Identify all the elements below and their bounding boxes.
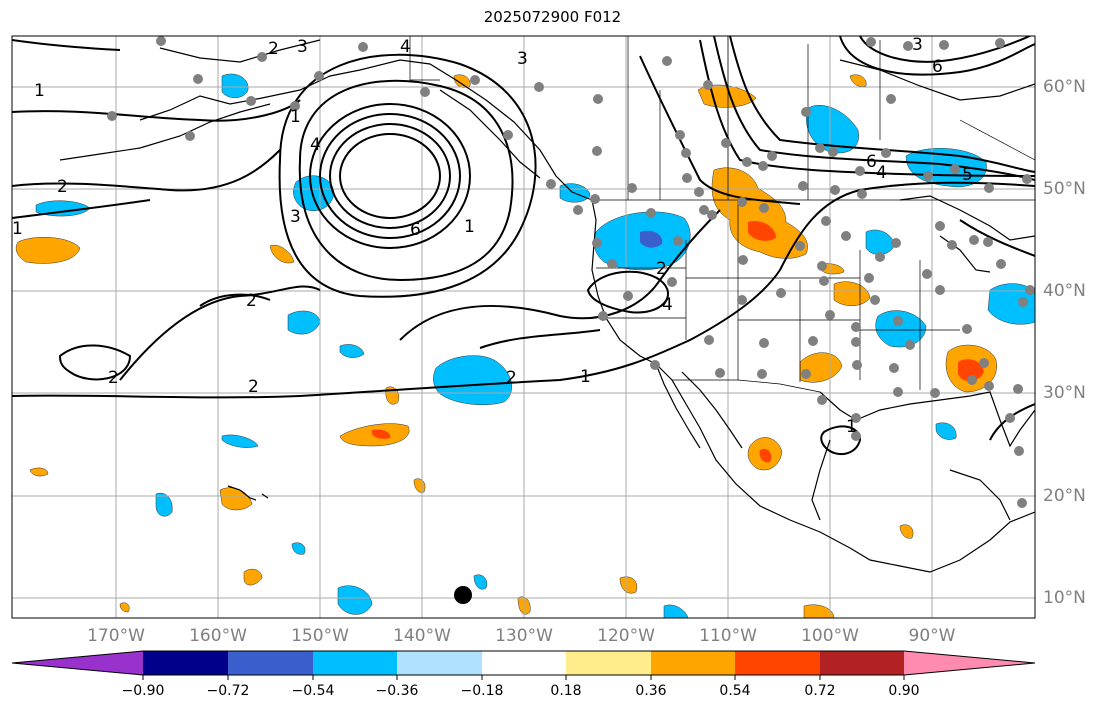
contour-label: 3: [912, 35, 923, 55]
contour-label: 4: [876, 163, 887, 183]
map-frame: [11, 35, 1036, 619]
contour-label: 2: [57, 177, 68, 197]
lat-label: 30°N: [1043, 383, 1086, 403]
contour-label: 5: [962, 165, 973, 185]
lon-label: 110°W: [699, 626, 757, 646]
lon-label: 90°W: [908, 626, 956, 646]
contours: [12, 36, 1035, 456]
contour-label: 4: [310, 135, 321, 155]
contour-label: 1: [12, 219, 23, 239]
contour-label: 3: [290, 207, 301, 227]
contour-label: 4: [400, 37, 411, 57]
contour-label: 4: [662, 295, 673, 315]
lat-label: 20°N: [1043, 486, 1086, 506]
lon-label: 150°W: [291, 626, 349, 646]
lat-label: 10°N: [1043, 588, 1086, 608]
contour-label: 2: [506, 368, 517, 388]
lon-label: 140°W: [393, 626, 451, 646]
contour-label: 1: [34, 81, 45, 101]
contour-label: 6: [410, 220, 421, 240]
lon-label: 170°W: [87, 626, 145, 646]
contour-label: 1: [290, 107, 301, 127]
lon-label: 100°W: [801, 626, 859, 646]
contour-label: 2: [656, 259, 667, 279]
colorbar-tick-label: −0.90: [121, 683, 165, 699]
contour-labels: 1 2 3 4 6 3 2 1 4 6 4 6 5 3 2 1 2 2 2 1 …: [12, 35, 973, 437]
contour-label: 6: [932, 57, 943, 77]
colorbar-tick-label: −0.36: [375, 683, 419, 699]
lat-label: 40°N: [1043, 281, 1086, 301]
lat-label: 50°N: [1043, 179, 1086, 199]
contour-label: 3: [297, 37, 308, 57]
contour-label: 1: [846, 417, 857, 437]
lat-label: 60°N: [1043, 77, 1086, 97]
contour-label: 1: [580, 367, 591, 387]
tropical-marker: [454, 586, 472, 604]
station-markers: [107, 36, 1035, 508]
contour-label: 2: [246, 291, 257, 311]
colorbar-tick-label: 0.54: [719, 683, 751, 699]
contour-label: 2: [108, 368, 119, 388]
contour-label: 1: [464, 217, 475, 237]
colorbar-tick-label: 0.72: [804, 683, 836, 699]
contour-label: 2: [248, 377, 259, 397]
political-borders: [409, 36, 1035, 393]
lon-label: 130°W: [495, 626, 553, 646]
contour-label: 3: [517, 49, 528, 69]
contour-label: 6: [866, 152, 877, 172]
map-title: 2025072900 F012: [483, 8, 622, 26]
colorbar-tick-label: 0.90: [888, 683, 920, 699]
coastlines: [59, 39, 1035, 573]
colorbar-tick-label: −0.54: [291, 683, 335, 699]
colorbar-tick-label: −0.18: [460, 683, 504, 699]
contour-label: 2: [268, 39, 279, 59]
lon-label: 160°W: [189, 626, 247, 646]
colorbar-tick-label: 0.36: [635, 683, 667, 699]
colorbar-tick-label: −0.72: [206, 683, 250, 699]
colorbar-tick-label: 0.18: [550, 683, 582, 699]
graticule: [12, 36, 1035, 618]
lon-label: 120°W: [597, 626, 655, 646]
